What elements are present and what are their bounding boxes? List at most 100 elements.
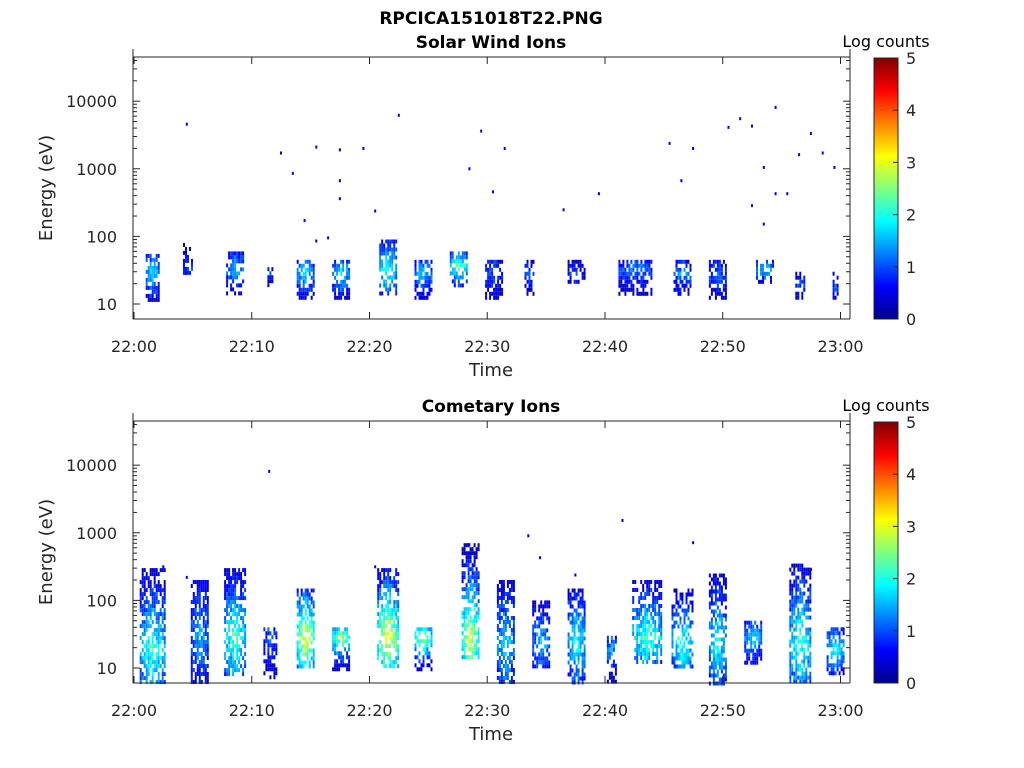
- data-cell: [455, 255, 458, 260]
- data-cell: [677, 652, 680, 657]
- data-cell: [310, 620, 313, 625]
- data-cell: [632, 283, 635, 288]
- data-cell: [654, 596, 657, 600]
- data-cell: [147, 664, 150, 669]
- data-cell: [463, 651, 466, 656]
- data-cell: [626, 271, 629, 276]
- data-cell: [724, 267, 727, 272]
- data-cell: [654, 636, 657, 640]
- data-cell: [675, 259, 678, 264]
- data-cell: [803, 679, 806, 684]
- data-cell: [797, 635, 800, 640]
- data-cell: [610, 675, 613, 680]
- data-cell: [232, 652, 235, 657]
- data-cell: [459, 255, 462, 260]
- data-cell: [656, 652, 659, 656]
- data-cell: [577, 660, 580, 665]
- data-cell: [139, 592, 142, 597]
- data-cell: [797, 607, 800, 612]
- data-cell: [304, 291, 307, 296]
- data-cell: [542, 616, 545, 621]
- data-cell: [571, 640, 574, 645]
- data-cell: [159, 656, 162, 661]
- data-cell: [151, 640, 154, 645]
- data-cell: [795, 643, 798, 648]
- data-cell: [569, 672, 572, 677]
- data-cell: [240, 584, 243, 589]
- data-cell: [793, 603, 796, 608]
- data-cell: [793, 583, 796, 588]
- data-cell: [469, 643, 472, 648]
- data-cell: [424, 271, 427, 276]
- data-cell: [334, 639, 337, 644]
- data-cell: [834, 295, 837, 300]
- data-cell: [232, 672, 235, 677]
- data-cell: [636, 588, 639, 592]
- data-cell: [838, 671, 841, 676]
- data-cell: [540, 640, 543, 645]
- data-cell: [832, 667, 835, 672]
- data-cell: [716, 653, 719, 658]
- data-cell: [634, 271, 637, 276]
- data-cell: [795, 599, 798, 604]
- data-cell: [196, 596, 199, 600]
- data-cell: [573, 588, 576, 593]
- data-cell: [414, 263, 417, 268]
- data-cell: [151, 588, 154, 593]
- data-cell: [149, 624, 152, 629]
- data-cell: [805, 635, 808, 640]
- data-cell: [204, 648, 207, 652]
- data-cell: [457, 259, 460, 264]
- data-cell: [475, 587, 478, 592]
- data-cell: [420, 639, 423, 644]
- data-cell: [414, 267, 417, 272]
- data-cell: [263, 643, 266, 648]
- data-cell: [387, 568, 390, 573]
- data-cell: [348, 663, 351, 668]
- data-cell: [652, 652, 655, 656]
- data-cell: [797, 291, 800, 296]
- data-cell: [546, 628, 549, 633]
- data-cell: [242, 640, 245, 645]
- data-cell: [795, 615, 798, 620]
- data-cell: [538, 656, 541, 661]
- data-cell: [194, 636, 197, 640]
- data-cell: [758, 632, 761, 637]
- data-cell: [801, 595, 804, 600]
- data-cell: [673, 287, 676, 292]
- data-cell: [302, 592, 305, 597]
- data-cell: [789, 651, 792, 656]
- data-cell: [807, 639, 810, 644]
- data-cell: [679, 287, 682, 292]
- data-cell: [143, 600, 146, 605]
- data-point: [692, 541, 695, 545]
- data-cell: [573, 279, 576, 284]
- data-cell: [385, 239, 388, 244]
- data-cell: [342, 263, 345, 268]
- data-cell: [569, 648, 572, 653]
- data-cell: [461, 579, 464, 584]
- data-cell: [139, 668, 142, 673]
- data-cell: [660, 624, 663, 628]
- data-cell: [469, 627, 472, 632]
- data-cell: [183, 270, 185, 275]
- data-cell: [265, 631, 268, 636]
- data-cell: [340, 663, 343, 668]
- data-cell: [716, 275, 719, 280]
- data-cell: [139, 624, 142, 629]
- data-cell: [577, 624, 580, 629]
- data-cell: [679, 648, 682, 653]
- data-cell: [242, 592, 245, 597]
- data-cell: [234, 632, 237, 637]
- data-cell: [194, 652, 197, 656]
- data-cell: [451, 255, 454, 260]
- data-cell: [720, 661, 723, 666]
- data-cell: [793, 611, 796, 616]
- data-cell: [340, 635, 343, 640]
- data-cell: [640, 275, 643, 280]
- data-cell: [202, 632, 205, 636]
- data-cell: [463, 647, 466, 652]
- data-cell: [143, 580, 146, 585]
- data-cell: [244, 612, 247, 617]
- data-cell: [338, 639, 341, 644]
